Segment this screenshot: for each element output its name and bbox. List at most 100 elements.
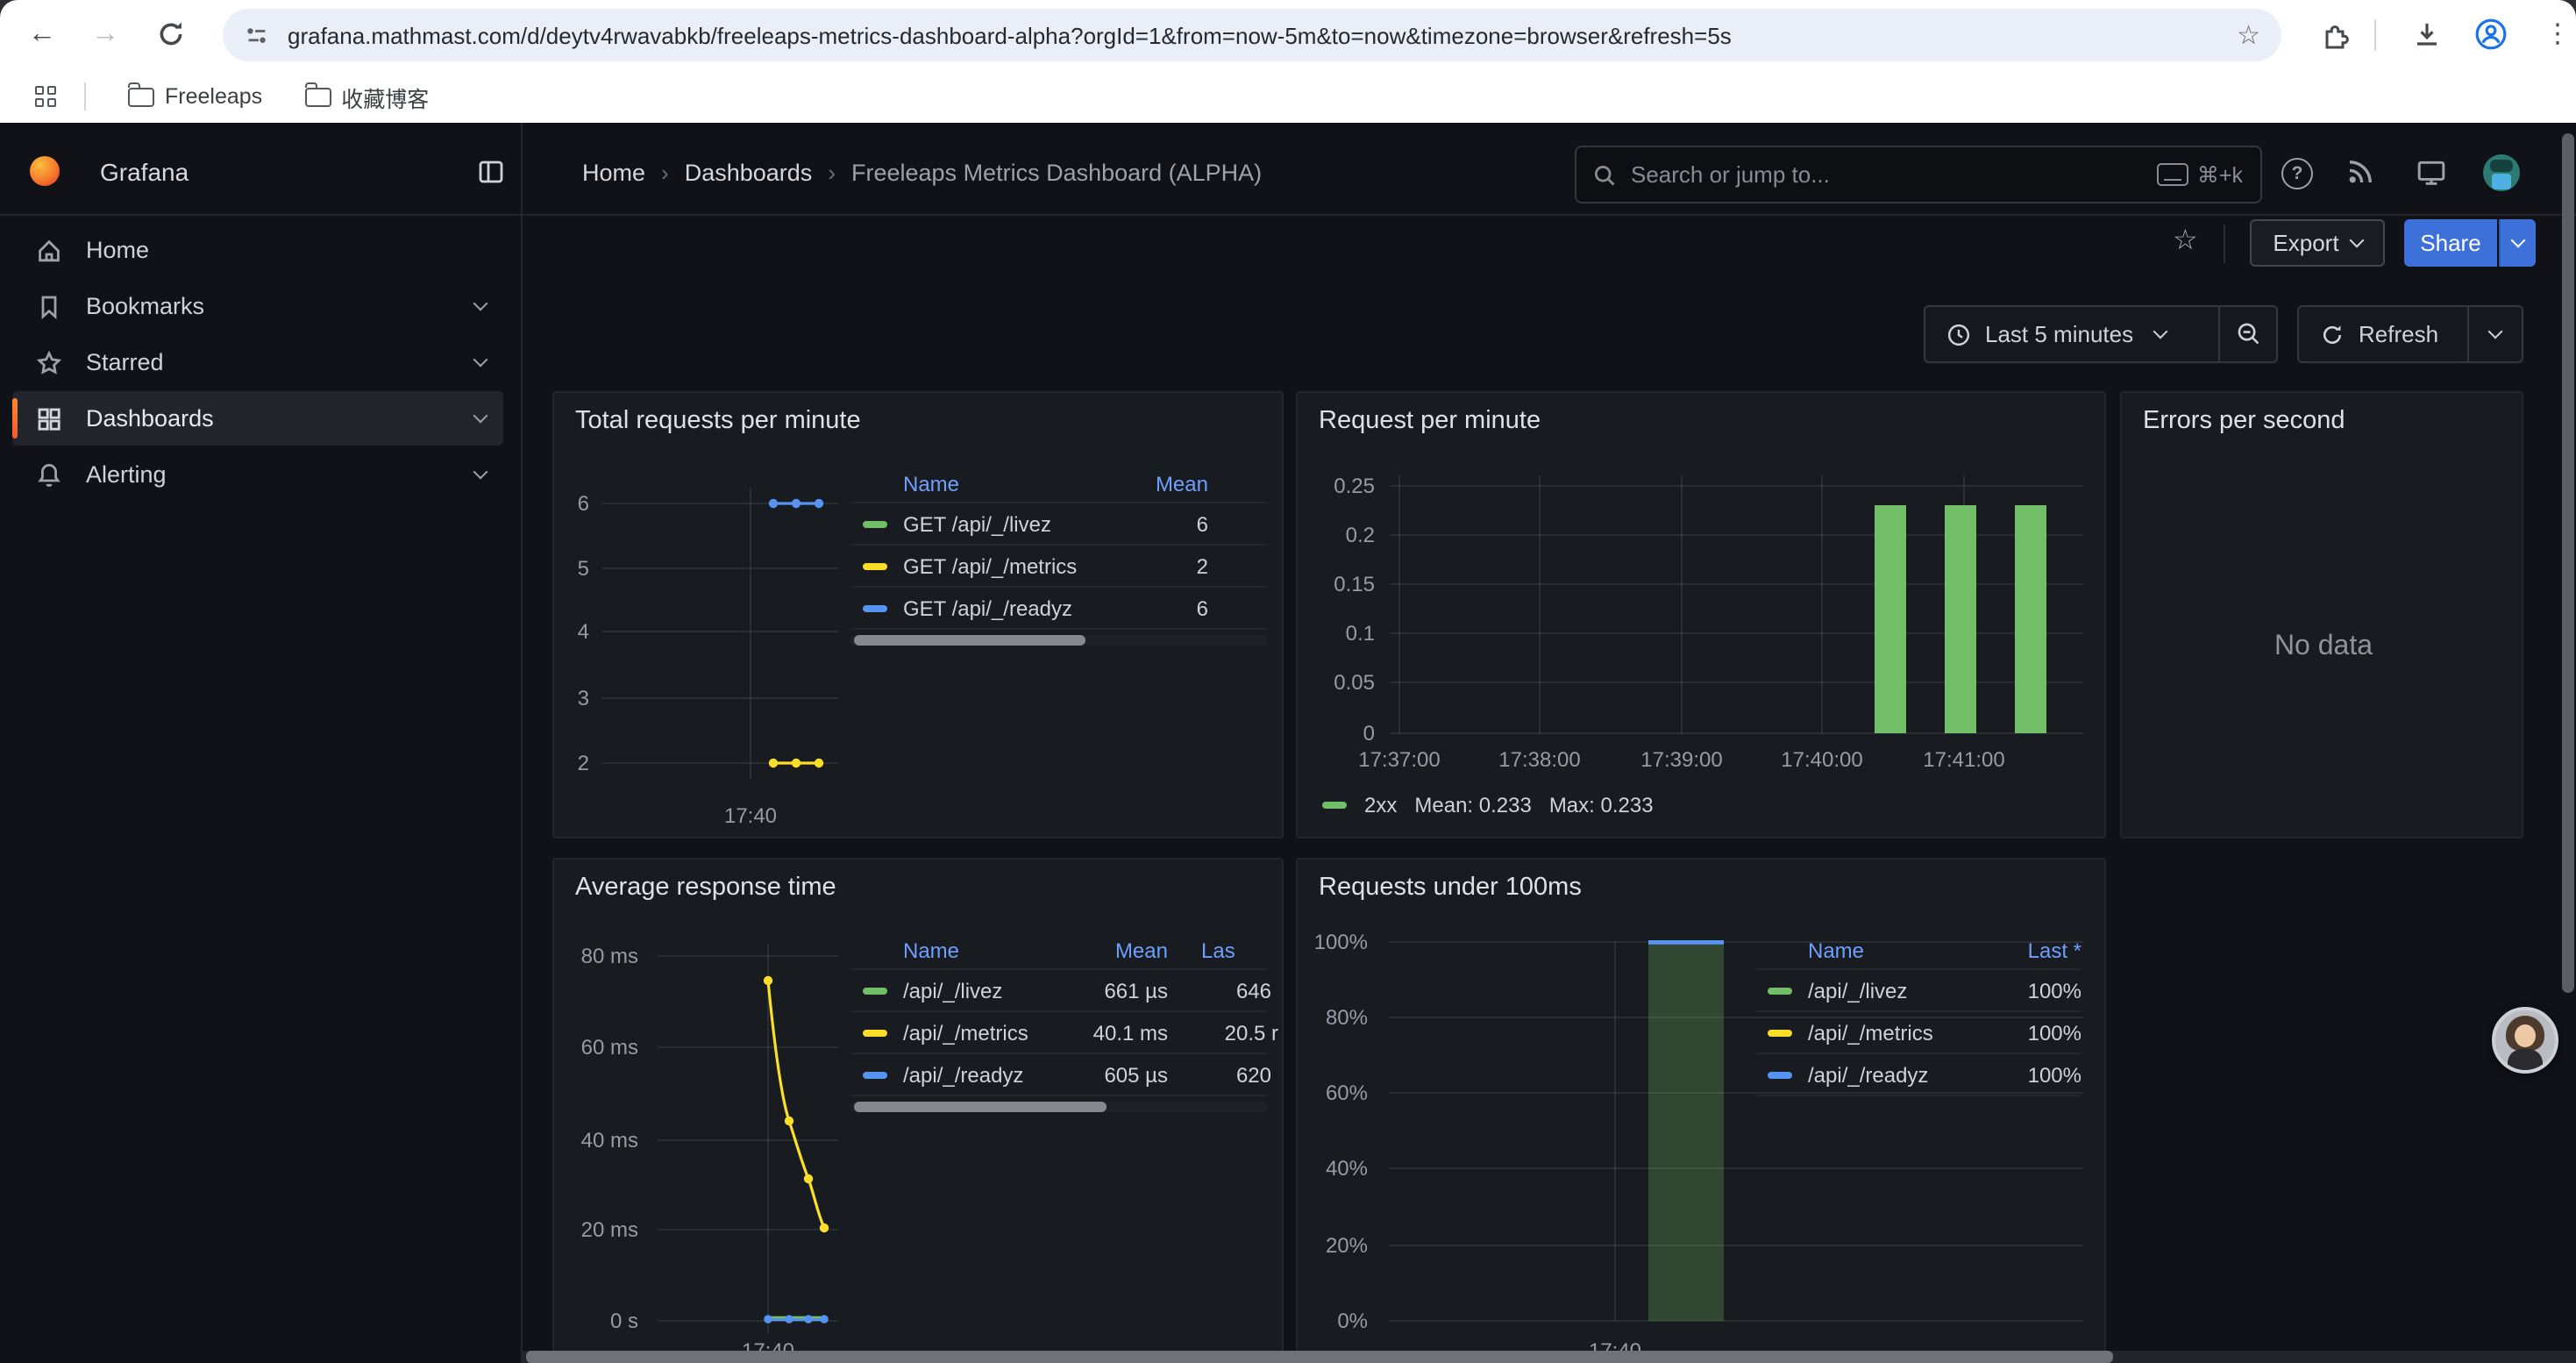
panel-title[interactable]: Requests under 100ms xyxy=(1319,874,1582,902)
bar-chart xyxy=(1389,940,2083,1322)
legend-col-last[interactable]: Last * xyxy=(2027,938,2081,963)
sidebar-item-home[interactable]: Home xyxy=(12,223,503,277)
assistant-avatar[interactable] xyxy=(2492,1007,2558,1074)
bookmark-folder-blogs[interactable]: 收藏博客 xyxy=(304,80,429,113)
legend-row[interactable]: GET /api/_/metrics 2 xyxy=(850,544,1268,586)
series-name[interactable]: /api/_/readyz xyxy=(903,1062,1024,1087)
legend-col-mean[interactable]: Mean xyxy=(1114,938,1168,963)
legend-col-mean[interactable]: Mean xyxy=(1155,472,1208,496)
breadcrumb-separator: › xyxy=(661,160,669,186)
back-icon[interactable]: ← xyxy=(28,19,56,49)
series-name[interactable]: GET /api/_/livez xyxy=(903,511,1051,536)
zoom-out-button[interactable] xyxy=(2220,321,2276,347)
breadcrumb-dashboards[interactable]: Dashboards xyxy=(684,160,813,186)
share-menu-button[interactable] xyxy=(2499,219,2536,267)
x-tick: 17:38:00 xyxy=(1498,747,1581,772)
sidebar-item-starred[interactable]: Starred xyxy=(12,335,503,389)
refresh-icon xyxy=(2323,325,2342,343)
line-chart xyxy=(658,944,838,1333)
bookmark-folder-freeleaps[interactable]: Freeleaps xyxy=(128,82,262,109)
series-mean: Mean: 0.233 xyxy=(1414,793,1532,817)
sidebar-item-dashboards[interactable]: Dashboards xyxy=(12,391,503,446)
legend-row[interactable]: GET /api/_/livez 6 xyxy=(850,502,1268,544)
legend-scrollbar[interactable] xyxy=(850,1102,1268,1112)
legend-col-name[interactable]: Name xyxy=(1808,938,1865,963)
legend-table: Name Last * /api/_/livez 100% /api/_/met… xyxy=(1755,933,2081,1096)
series-name[interactable]: GET /api/_/readyz xyxy=(903,596,1072,620)
user-avatar[interactable] xyxy=(2483,154,2520,191)
legend-col-last[interactable]: Las xyxy=(1201,938,1235,963)
legend-row[interactable]: GET /api/_/readyz 6 xyxy=(850,586,1268,630)
refresh-button[interactable]: Refresh xyxy=(2299,321,2467,347)
legend-row[interactable]: /api/_/readyz 605 µs 620 xyxy=(850,1053,1271,1096)
panel-title[interactable]: Request per minute xyxy=(1319,407,1541,435)
profile-icon[interactable] xyxy=(2474,18,2508,51)
legend-scrollbar[interactable] xyxy=(850,635,1268,646)
panel-avg-response-time: Average response time 80 ms 60 ms 40 ms … xyxy=(552,858,1284,1363)
series-name[interactable]: /api/_/readyz xyxy=(1808,1062,1929,1087)
bookmark-star-icon[interactable]: ☆ xyxy=(2237,21,2260,51)
no-data-message: No data xyxy=(2274,632,2373,661)
legend-col-name[interactable]: Name xyxy=(903,938,960,963)
x-tick: 17:41:00 xyxy=(1923,747,2005,772)
panel-title[interactable]: Average response time xyxy=(575,874,836,902)
legend-col-name[interactable]: Name xyxy=(903,472,960,496)
series-swatch xyxy=(1768,1071,1792,1078)
chevron-down-icon xyxy=(2487,324,2503,339)
site-settings-icon[interactable] xyxy=(244,22,270,48)
y-tick: 80 ms xyxy=(580,944,638,968)
series-name[interactable]: 2xx xyxy=(1364,793,1398,817)
news-rss-icon[interactable] xyxy=(2346,158,2374,186)
legend-row[interactable]: /api/_/metrics 100% xyxy=(1755,1010,2081,1053)
panel-title[interactable]: Total requests per minute xyxy=(575,407,861,435)
y-tick: 5 xyxy=(577,556,589,581)
legend-row[interactable]: /api/_/readyz 100% xyxy=(1755,1053,2081,1096)
help-icon[interactable]: ? xyxy=(2281,158,2313,189)
series-mean: 2 xyxy=(1196,553,1208,578)
grafana-logo[interactable] xyxy=(30,156,60,186)
series-name[interactable]: /api/_/livez xyxy=(903,978,1003,1003)
legend-row[interactable]: /api/_/livez 661 µs 646 xyxy=(850,968,1271,1010)
horizontal-scrollbar[interactable] xyxy=(526,1351,2113,1363)
refresh-interval-button[interactable] xyxy=(2469,324,2522,339)
url-text[interactable]: grafana.mathmast.com/d/deytv4rwavabkb/fr… xyxy=(288,22,1732,48)
downloads-icon[interactable] xyxy=(2413,21,2441,49)
legend-row[interactable]: /api/_/metrics 40.1 ms 20.5 r xyxy=(850,1010,1278,1053)
search-input[interactable]: Search or jump to... ⌘+k xyxy=(1575,146,2262,203)
share-button[interactable]: Share xyxy=(2404,219,2497,267)
y-tick: 0.1 xyxy=(1345,621,1375,646)
vertical-scrollbar[interactable] xyxy=(2562,133,2574,993)
bookmarks-bar: Freeleaps 收藏博客 xyxy=(0,70,2576,125)
dashboards-grid-icon xyxy=(35,404,63,432)
kiosk-monitor-icon[interactable] xyxy=(2416,158,2446,188)
series-name[interactable]: /api/_/metrics xyxy=(903,1020,1028,1045)
chevron-down-icon[interactable] xyxy=(473,352,488,368)
chevron-down-icon[interactable] xyxy=(473,296,488,311)
breadcrumb-home[interactable]: Home xyxy=(582,160,646,186)
sidebar-item-bookmarks[interactable]: Bookmarks xyxy=(12,279,503,333)
legend-row[interactable]: /api/_/livez 100% xyxy=(1755,968,2081,1010)
chevron-down-icon[interactable] xyxy=(473,464,488,480)
export-button[interactable]: Export xyxy=(2250,219,2385,267)
menu-kebab-icon[interactable]: ⋮ xyxy=(2544,19,2571,49)
series-name[interactable]: /api/_/livez xyxy=(1808,978,1908,1003)
bar-chart xyxy=(1391,475,2083,734)
panel-title[interactable]: Errors per second xyxy=(2143,407,2345,435)
sidebar-item-alerting[interactable]: Alerting xyxy=(12,447,503,502)
extensions-icon[interactable] xyxy=(2322,21,2350,49)
series-name[interactable]: GET /api/_/metrics xyxy=(903,553,1078,578)
series-name[interactable]: /api/_/metrics xyxy=(1808,1020,1933,1045)
bookmark-label: 收藏博客 xyxy=(341,87,430,111)
sidebar-toggle-icon[interactable] xyxy=(477,158,505,186)
forward-icon[interactable]: → xyxy=(91,19,119,49)
brand-title: Grafana xyxy=(100,158,189,186)
favorite-star-icon[interactable]: ☆ xyxy=(2173,226,2198,256)
reload-icon[interactable] xyxy=(156,19,186,49)
chevron-down-icon[interactable] xyxy=(473,408,488,424)
apps-grid-icon[interactable] xyxy=(35,86,56,107)
sidebar-item-label: Bookmarks xyxy=(86,293,205,319)
legend: 2xx Mean: 0.233 Max: 0.233 xyxy=(1322,793,1654,817)
url-bar[interactable]: grafana.mathmast.com/d/deytv4rwavabkb/fr… xyxy=(223,9,2281,61)
time-range-picker[interactable]: Last 5 minutes xyxy=(1925,321,2218,347)
